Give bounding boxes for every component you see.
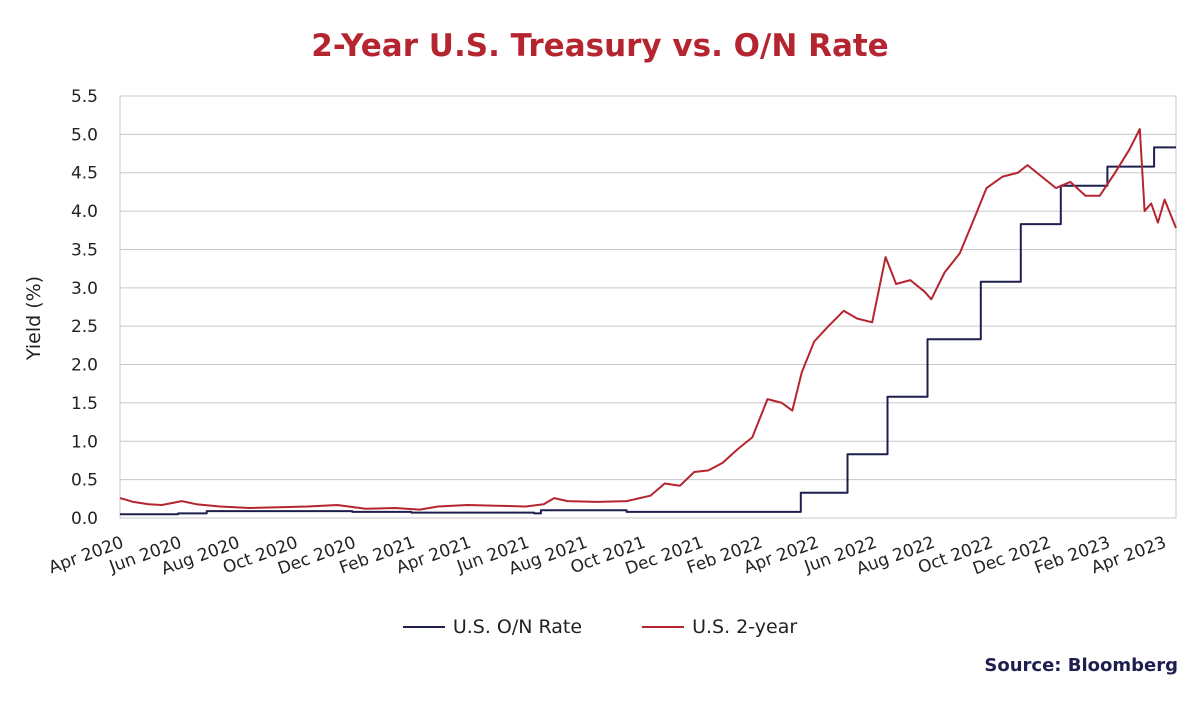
y-tick-label: 4.5 <box>71 164 98 184</box>
series-layer <box>119 128 1177 516</box>
plot-frame <box>119 95 1177 519</box>
legend-label-on-rate: U.S. O/N Rate <box>452 616 583 638</box>
source-note: Source: Bloomberg <box>984 655 1178 676</box>
legend: U.S. O/N Rate U.S. 2-year <box>0 616 1200 638</box>
grid-layer <box>119 95 1177 519</box>
chart-title: 2-Year U.S. Treasury vs. O/N Rate <box>311 28 889 64</box>
y-tick-label: 3.5 <box>71 240 98 260</box>
y-tick-label: 4.0 <box>71 202 98 222</box>
y-tick-label: 2.5 <box>71 317 98 337</box>
legend-item-on-rate: U.S. O/N Rate <box>402 616 583 638</box>
y-tick-label: 1.5 <box>71 394 98 414</box>
y-tick-label: 2.0 <box>71 356 98 376</box>
series-line-2-year <box>119 128 1177 511</box>
legend-swatch-2-year <box>642 626 685 628</box>
y-tick-label: 3.0 <box>71 279 98 299</box>
legend-swatch-on-rate <box>402 626 445 628</box>
y-tick-label: 5.5 <box>71 87 98 107</box>
y-tick-label: 5.0 <box>71 125 98 145</box>
legend-item-2-year: U.S. 2-year <box>642 616 797 638</box>
y-tick-label: 0.5 <box>71 471 98 491</box>
legend-label-2-year: U.S. 2-year <box>692 616 798 638</box>
y-tick-label: 0.0 <box>71 509 98 529</box>
y-axis-label: Yield (%) <box>23 276 45 361</box>
series-line-on-rate <box>120 146 1176 516</box>
y-tick-label: 1.0 <box>71 432 98 452</box>
